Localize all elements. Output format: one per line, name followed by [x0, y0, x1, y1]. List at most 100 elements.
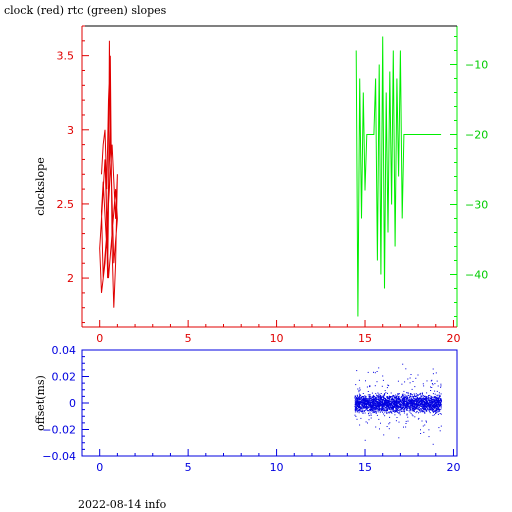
offset-point [432, 405, 434, 407]
offset-point [369, 394, 371, 396]
offset-point [376, 404, 378, 406]
offset-point [420, 409, 422, 411]
offset-point [357, 395, 358, 397]
offset-point [364, 412, 366, 414]
offset-point [382, 405, 384, 407]
offset-point [422, 406, 424, 408]
offset-point [408, 410, 410, 412]
offset-point [364, 395, 366, 397]
offset-point [431, 405, 433, 407]
offset-point [373, 395, 375, 397]
offset-point [391, 399, 393, 400]
y-tick-label: 2.5 [57, 198, 75, 211]
offset-point [384, 411, 386, 413]
offset-point [354, 409, 356, 410]
y-tick-label: 3 [67, 124, 74, 137]
offset-point [418, 404, 419, 406]
offset-point [376, 394, 377, 396]
offset-point [435, 372, 437, 374]
offset-point [407, 408, 409, 409]
offset-point [410, 412, 412, 414]
offset-point [358, 379, 360, 381]
offset-point [438, 403, 440, 405]
offset-point [427, 409, 429, 411]
offset-point [396, 399, 398, 401]
offset-point [429, 401, 431, 403]
offset-point [401, 402, 403, 404]
offset-point [396, 409, 398, 411]
offset-point [372, 405, 374, 407]
offset-point [373, 400, 375, 402]
offset-point [380, 422, 381, 424]
offset-point [412, 406, 414, 408]
offset-point [376, 398, 377, 400]
offset-point [355, 407, 357, 409]
offset-point [408, 400, 410, 402]
offset-point [409, 397, 411, 399]
offset-point [370, 407, 372, 409]
offset-point [380, 395, 382, 397]
offset-point [377, 401, 379, 403]
offset-point [379, 403, 381, 405]
offset-point [357, 388, 359, 390]
offset-point [410, 403, 412, 404]
offset-point [425, 397, 426, 399]
offset-point [424, 398, 426, 400]
offset-point [403, 404, 405, 406]
offset-point [437, 405, 439, 407]
offset-point [416, 405, 418, 407]
offset-point [362, 401, 364, 403]
offset-point [425, 410, 427, 412]
offset-point [413, 399, 415, 401]
offset-point [356, 397, 358, 398]
offset-point [394, 396, 395, 398]
offset-point [423, 385, 425, 387]
y-axis-label: clockslope [34, 157, 47, 215]
offset-point [359, 389, 361, 391]
offset-point [440, 407, 442, 409]
offset-point [397, 411, 398, 413]
offset-point [404, 410, 406, 412]
offset-point [396, 403, 398, 405]
offset-point [362, 408, 364, 410]
offset-point [402, 405, 404, 407]
offset-point [369, 402, 371, 404]
offset-point [377, 403, 379, 405]
offset-point [364, 407, 366, 409]
offset-point [430, 407, 432, 408]
offset-point [381, 399, 383, 401]
offset-point [416, 397, 418, 399]
offset-point [393, 400, 395, 402]
offset-point [426, 401, 428, 403]
offset-point [366, 404, 368, 406]
offset-point [407, 396, 409, 398]
offset-point [433, 405, 434, 407]
offset-point [361, 404, 363, 406]
offset-point [364, 403, 366, 405]
offset-point [426, 398, 428, 400]
offset-point [388, 397, 390, 399]
offset-point [412, 409, 414, 411]
offset-point [437, 399, 439, 401]
offset-point [379, 405, 381, 407]
offset-point [429, 409, 431, 411]
offset-point [404, 400, 406, 402]
offset-point [406, 413, 408, 415]
top-panel: 0 5 10 15 20 2 2.5 3 3.5 −10 −20 −30 −40 clockslope [34, 25, 488, 345]
offset-point [416, 399, 418, 401]
offset-point [376, 395, 378, 397]
offset-point [440, 383, 442, 385]
offset-point [364, 410, 365, 412]
offset-point [425, 397, 427, 399]
offset-point [437, 398, 439, 400]
offset-point [402, 399, 404, 401]
offset-point [437, 408, 438, 410]
offset-point [369, 405, 371, 407]
offset-point [366, 406, 368, 408]
offset-point [404, 394, 406, 396]
offset-point [421, 394, 423, 396]
offset-point [420, 395, 422, 397]
offset-point [410, 397, 412, 399]
offset-point [422, 411, 424, 413]
offset-point [418, 399, 420, 401]
